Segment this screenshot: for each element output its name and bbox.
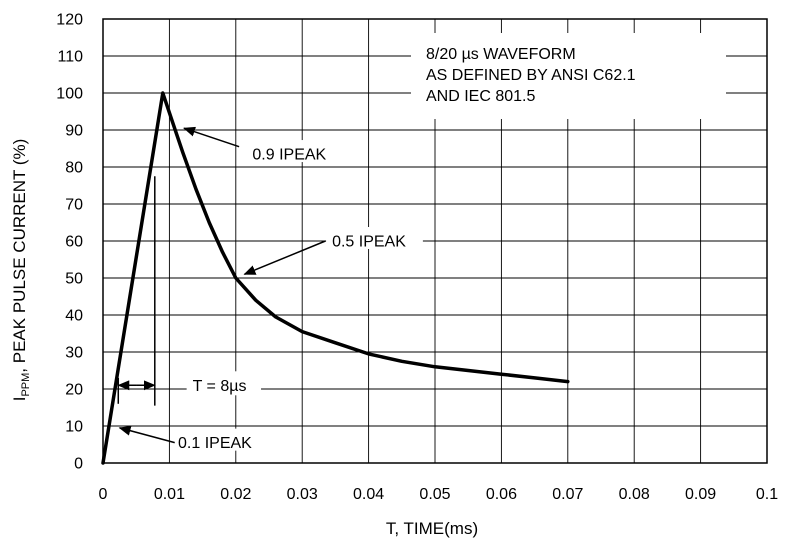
y-axis-title-main: I [10, 397, 29, 402]
annotation-label-bg [186, 371, 262, 396]
annotation-label: 0.5 IPEAK [332, 234, 406, 251]
x-tick-label: 0.1 [756, 486, 778, 503]
info-box-line-2: AS DEFINED BY ANSI C62.1 [426, 67, 636, 84]
y-tick-label: 40 [65, 308, 83, 325]
y-tick-label: 0 [74, 456, 83, 473]
info-box-line-1: 8/20 µs WAVEFORM [426, 46, 576, 63]
y-tick-label: 110 [57, 49, 83, 66]
info-box-line-3: AND IEC 801.5 [426, 88, 535, 105]
y-tick-label: 50 [65, 271, 83, 288]
y-tick-label: 120 [56, 12, 83, 29]
annotation-label: 0.9 IPEAK [252, 147, 326, 164]
x-tick-label: 0.02 [220, 486, 251, 503]
waveform-line [101, 91, 570, 465]
x-axis-title: T, TIME(ms) [386, 519, 478, 538]
tick-labels: 0 10 20 30 40 50 60 70 80 90 100 110 120 0 0.01 0.02 0.0… [56, 12, 778, 504]
plot-frame [102, 18, 768, 464]
annotation-label-bg [246, 140, 344, 163]
y-tick-label: 30 [65, 345, 83, 362]
annotation-arrow [183, 126, 240, 148]
annotation-label: 0.1 IPEAK [178, 435, 252, 452]
info-box [411, 33, 726, 119]
x-tick-label: 0.03 [287, 486, 318, 503]
y-tick-label: 10 [65, 419, 83, 436]
annotations: 0.9 IPEAK 0.5 IPEAK 0.1 IPEAK T = 8µs [117, 126, 423, 452]
y-tick-label: 70 [65, 197, 83, 214]
y-axis-title: IPPM, PEAK PULSE CURRENT (%) [10, 139, 32, 402]
x-tick-label: 0.04 [353, 486, 384, 503]
gridlines [103, 19, 767, 463]
x-tick-label: 0.08 [619, 486, 650, 503]
y-tick-label: 80 [65, 160, 83, 177]
x-tick-label: 0.07 [552, 486, 583, 503]
annotation-label: T = 8µs [193, 378, 247, 395]
y-tick-label: 60 [65, 234, 83, 251]
x-tick-label: 0 [99, 486, 108, 503]
annotation-label-bg [172, 428, 269, 451]
annotation-label-bg [326, 227, 423, 249]
y-axis-title-rest: , PEAK PULSE CURRENT (%) [10, 139, 29, 373]
y-tick-label: 20 [65, 382, 83, 399]
y-axis-title-subscript: PPM [20, 373, 32, 397]
annotation-arrow [118, 425, 175, 444]
x-tick-label: 0.01 [154, 486, 185, 503]
y-tick-label: 100 [56, 86, 83, 103]
annotation-arrow [243, 240, 326, 275]
series-layer [101, 91, 570, 465]
x-tick-label: 0.06 [486, 486, 517, 503]
x-tick-label: 0.05 [419, 486, 450, 503]
y-tick-label: 90 [65, 123, 83, 140]
x-tick-label: 0.09 [685, 486, 716, 503]
